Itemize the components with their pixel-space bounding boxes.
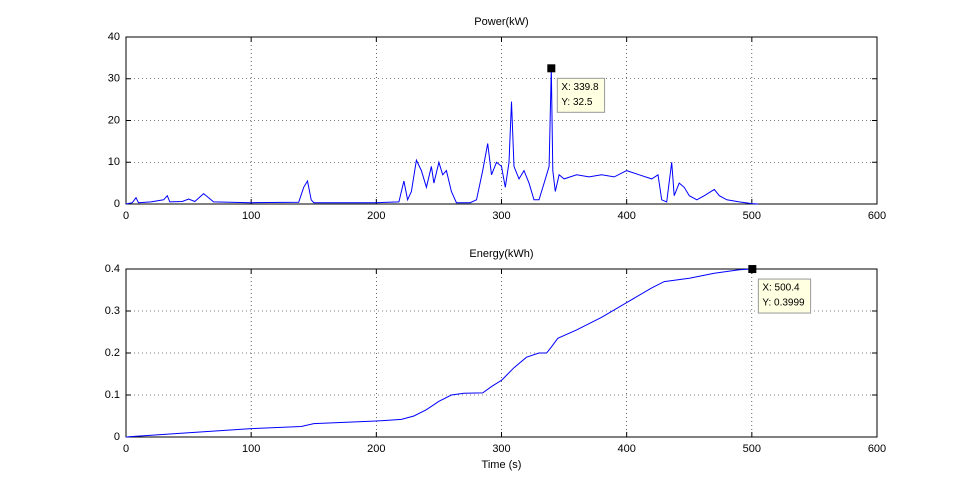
data-tip-y: Y: 32.5 (561, 97, 593, 108)
x-tick-label: 0 (123, 443, 129, 455)
x-tick-label: 400 (617, 210, 635, 222)
data-tip-marker (748, 265, 757, 274)
data-tip-box (757, 278, 812, 314)
x-tick-label: 100 (242, 443, 260, 455)
x-tick-label: 500 (743, 443, 761, 455)
axes: 0 100 200 300 400 500 600 0 0.1 0.2 0.3 0.4 Energy(k… (105, 248, 886, 471)
x-axis-label: Time (s) (482, 459, 522, 471)
y-tick-label: 0.1 (105, 389, 120, 401)
x-tick-label: 600 (868, 210, 886, 222)
chart-title: Energy(kWh) (469, 248, 533, 260)
x-tick-label: 200 (367, 443, 385, 455)
y-tick-label: 40 (108, 31, 120, 43)
data-tip-x: X: 339.8 (561, 82, 599, 93)
x-tick-label: 500 (743, 210, 761, 222)
y-tick-label: 10 (108, 156, 120, 168)
axes: 0 100 200 300 400 500 600 0 10 20 30 40 Power(kW) X: … (108, 16, 886, 222)
axes-box (125, 268, 878, 438)
data-line (125, 68, 759, 205)
x-tick-label: 300 (492, 443, 510, 455)
y-tick-label: 30 (108, 73, 120, 85)
x-tick-label: 200 (367, 210, 385, 222)
data-tip: X: 500.4 Y: 0.3999 (748, 265, 812, 314)
x-tick-label: 600 (868, 443, 886, 455)
data-tip-x: X: 500.4 (762, 283, 800, 294)
y-tick-label: 20 (108, 114, 120, 126)
x-tick-label: 0 (123, 210, 129, 222)
x-tick-label: 400 (617, 443, 635, 455)
axes-box (125, 36, 878, 205)
y-tick-label: 0 (114, 198, 120, 210)
data-tip-marker (547, 64, 556, 73)
y-tick-label: 0.3 (105, 305, 120, 317)
x-tick-label: 100 (242, 210, 260, 222)
x-tick-label: 300 (492, 210, 510, 222)
y-tick-label: 0.4 (105, 263, 120, 275)
y-tick-label: 0.2 (105, 347, 120, 359)
y-tick-label: 0 (114, 431, 120, 443)
data-line (125, 268, 753, 438)
data-tip: X: 339.8 Y: 32.5 (547, 64, 606, 113)
plot-area (126, 37, 877, 204)
data-tip-box (556, 77, 606, 113)
data-tip-y: Y: 0.3999 (762, 298, 805, 309)
chart-title: Power(kW) (474, 16, 528, 28)
